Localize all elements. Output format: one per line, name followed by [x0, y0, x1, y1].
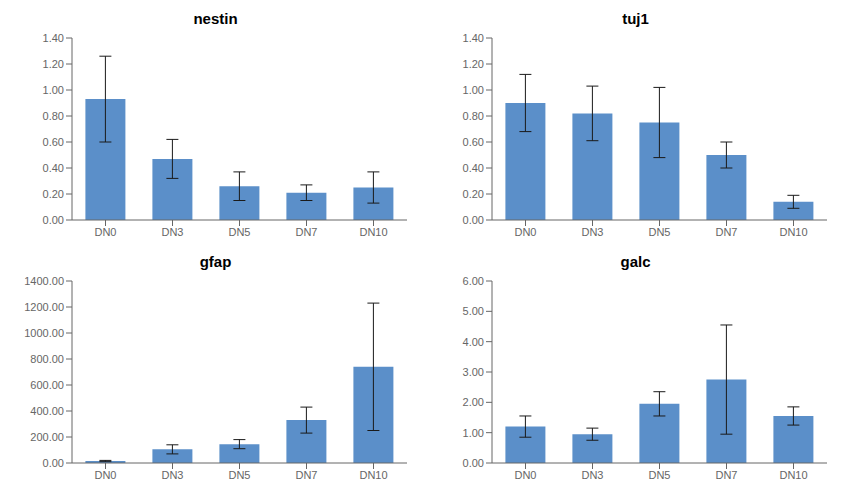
html-text:nestin: nestin: [193, 10, 238, 27]
svg-text:DN0: DN0: [94, 226, 116, 238]
svg-text:DN3: DN3: [161, 226, 183, 238]
svg-text:DN10: DN10: [779, 226, 807, 238]
svg-text:0.00: 0.00: [43, 214, 64, 226]
svg-text:1000.00: 1000.00: [24, 327, 64, 339]
svg-text:0.20: 0.20: [463, 188, 484, 200]
svg-text:200.00: 200.00: [30, 431, 64, 443]
svg-text:0.60: 0.60: [463, 136, 484, 148]
svg-text:0.40: 0.40: [43, 162, 64, 174]
svg-text:DN10: DN10: [359, 469, 387, 481]
svg-text:DN0: DN0: [514, 226, 536, 238]
svg-text:DN7: DN7: [715, 469, 737, 481]
svg-text:800.00: 800.00: [30, 353, 64, 365]
html-text:gfap: gfap: [199, 253, 232, 270]
svg-text:400.00: 400.00: [30, 405, 64, 417]
svg-text:0.00: 0.00: [463, 457, 484, 469]
svg-text:1400.00: 1400.00: [24, 275, 64, 287]
svg-text:600.00: 600.00: [30, 379, 64, 391]
svg-text:0.20: 0.20: [43, 188, 64, 200]
svg-text:DN7: DN7: [295, 469, 317, 481]
svg-text:1.00: 1.00: [463, 427, 484, 439]
svg-text:DN5: DN5: [228, 469, 250, 481]
svg-text:1.00: 1.00: [43, 84, 64, 96]
html-text:galc: galc: [620, 253, 651, 270]
svg-text:DN7: DN7: [715, 226, 737, 238]
svg-text:DN0: DN0: [514, 469, 536, 481]
svg-text:DN5: DN5: [648, 469, 670, 481]
svg-text:0.40: 0.40: [463, 162, 484, 174]
svg-text:DN5: DN5: [648, 226, 670, 238]
html-text:tuj1: tuj1: [622, 10, 649, 27]
svg-text:0.80: 0.80: [463, 110, 484, 122]
svg-text:1.40: 1.40: [43, 32, 64, 44]
svg-text:3.00: 3.00: [463, 366, 484, 378]
svg-text:6.00: 6.00: [463, 275, 484, 287]
svg-text:2.00: 2.00: [463, 396, 484, 408]
svg-text:DN3: DN3: [161, 469, 183, 481]
svg-text:0.80: 0.80: [43, 110, 64, 122]
svg-text:1200.00: 1200.00: [24, 301, 64, 313]
svg-text:0.00: 0.00: [463, 214, 484, 226]
svg-text:0.60: 0.60: [43, 136, 64, 148]
svg-text:DN10: DN10: [359, 226, 387, 238]
svg-text:0.00: 0.00: [43, 457, 64, 469]
svg-text:DN0: DN0: [94, 469, 116, 481]
svg-text:DN7: DN7: [295, 226, 317, 238]
svg-text:DN5: DN5: [228, 226, 250, 238]
svg-text:1.20: 1.20: [463, 58, 484, 70]
svg-text:1.20: 1.20: [43, 58, 64, 70]
svg-text:1.40: 1.40: [463, 32, 484, 44]
svg-text:4.00: 4.00: [463, 336, 484, 348]
svg-text:DN10: DN10: [779, 469, 807, 481]
svg-text:5.00: 5.00: [463, 305, 484, 317]
svg-text:1.00: 1.00: [463, 84, 484, 96]
svg-text:DN3: DN3: [581, 226, 603, 238]
svg-text:DN3: DN3: [581, 469, 603, 481]
